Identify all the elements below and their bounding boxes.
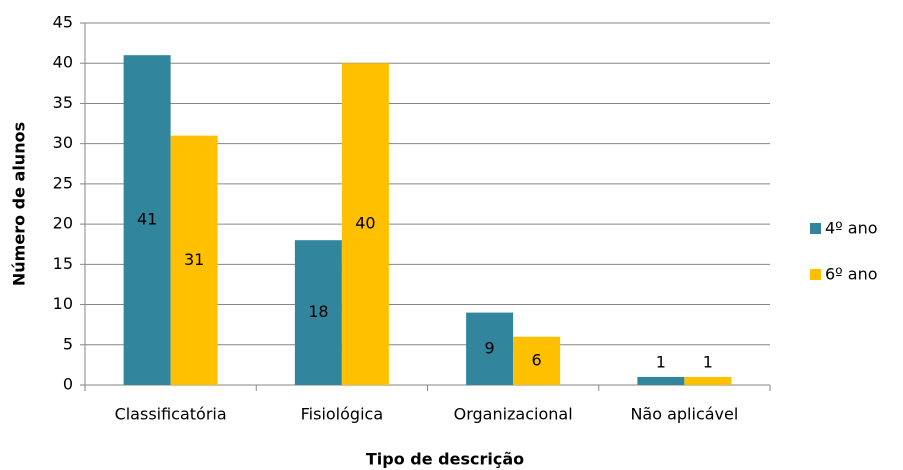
y-tick-label: 10: [53, 294, 73, 313]
x-tick-label: Fisiológica: [301, 405, 384, 424]
y-tick-label: 40: [53, 53, 73, 72]
x-tick-label: Organizacional: [454, 405, 573, 424]
data-label: 40: [355, 214, 375, 233]
bar: [170, 135, 218, 385]
x-tick-label: Classificatória: [115, 405, 227, 424]
y-tick-label: 0: [63, 375, 73, 394]
bar: [637, 376, 685, 385]
data-label: 1: [703, 352, 713, 371]
legend-label: 6º ano: [825, 265, 878, 284]
data-label: 41: [137, 210, 157, 229]
y-tick-label: 5: [63, 334, 73, 353]
data-label: 6: [532, 350, 542, 369]
y-tick-label: 45: [53, 13, 73, 32]
data-label: 18: [308, 302, 328, 321]
bar: [684, 376, 732, 385]
data-label: 1: [656, 352, 666, 371]
bar: [466, 312, 514, 385]
data-label: 9: [485, 338, 495, 357]
legend-label: 4º ano: [825, 219, 878, 238]
y-tick-label: 30: [53, 133, 73, 152]
y-tick-label: 35: [53, 93, 73, 112]
y-tick-label: 25: [53, 173, 73, 192]
bar: [341, 63, 389, 385]
data-label: 31: [184, 250, 204, 269]
bar: [513, 336, 561, 385]
x-axis-title: Tipo de descrição: [366, 450, 524, 469]
y-tick-label: 15: [53, 254, 73, 273]
legend-swatch: [810, 223, 821, 234]
y-tick-label: 20: [53, 214, 73, 233]
legend-swatch: [810, 269, 821, 280]
bar: [123, 55, 171, 386]
bar: [294, 240, 342, 385]
x-tick-label: Não aplicável: [630, 405, 738, 424]
y-axis-title: Número de alunos: [10, 122, 29, 286]
